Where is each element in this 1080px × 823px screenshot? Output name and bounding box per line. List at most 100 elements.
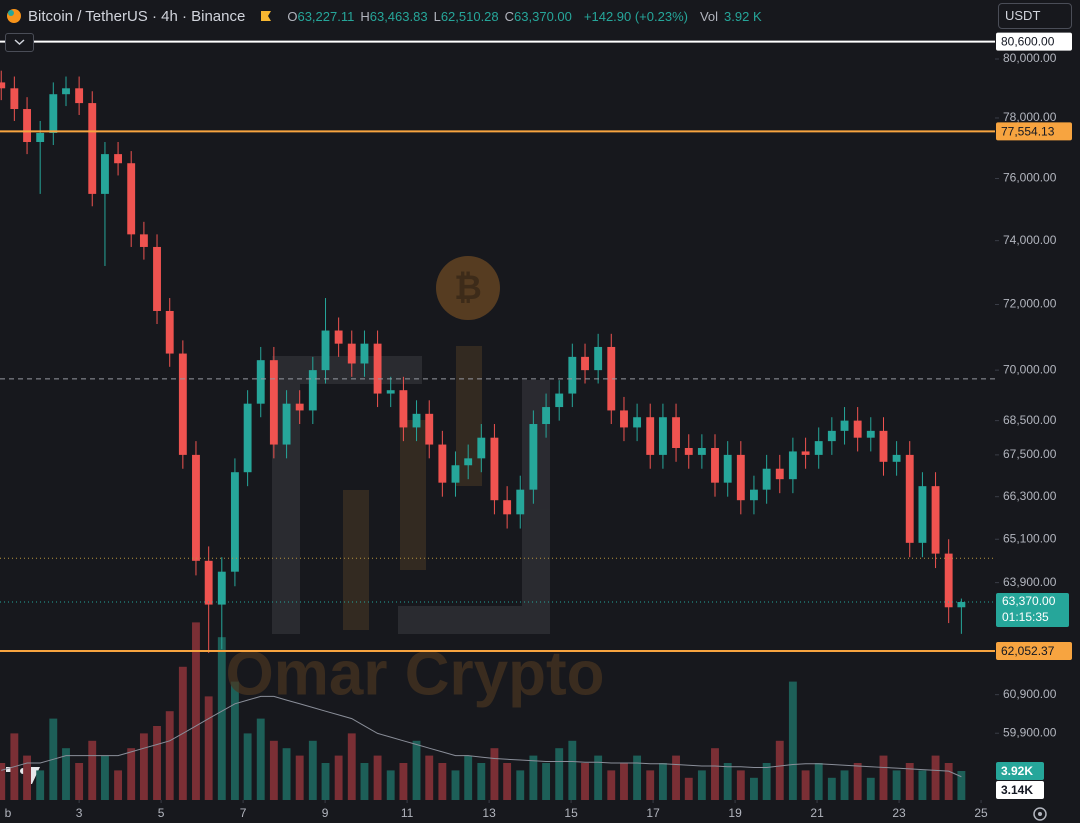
candle-body bbox=[957, 602, 966, 608]
settings-gear[interactable] bbox=[1033, 807, 1047, 821]
candle-body bbox=[633, 417, 642, 428]
volume-bar bbox=[788, 681, 797, 800]
volume-bar bbox=[594, 755, 603, 800]
volume-bar bbox=[464, 755, 473, 800]
volume-bar bbox=[503, 762, 512, 800]
volume-key: Vol bbox=[699, 8, 719, 24]
volume-bar bbox=[243, 733, 252, 800]
volume-bar bbox=[866, 777, 875, 800]
flag-icon[interactable] bbox=[259, 9, 273, 23]
volume-bar bbox=[568, 740, 577, 800]
volume-bar bbox=[931, 755, 940, 800]
volume-bar bbox=[723, 762, 732, 800]
volume-bar bbox=[127, 748, 136, 800]
volume-bar bbox=[736, 770, 745, 800]
symbol-name[interactable]: Bitcoin / TetherUS · 4h · Binance bbox=[28, 7, 246, 25]
candle-body bbox=[295, 403, 304, 411]
y-tick-label: 68,500.00 bbox=[1003, 413, 1057, 427]
x-tick-label: 21 bbox=[810, 806, 824, 820]
x-tick-label: 9 bbox=[322, 806, 329, 820]
candle-body bbox=[347, 343, 356, 364]
candle-body bbox=[165, 310, 174, 354]
volume-bar bbox=[633, 755, 642, 800]
volume-bar bbox=[620, 762, 628, 800]
candle-body bbox=[607, 346, 616, 411]
volume-bar bbox=[516, 770, 525, 800]
volume-bar bbox=[451, 770, 460, 800]
settings-icon[interactable] bbox=[1033, 807, 1047, 821]
volume-bar bbox=[684, 777, 693, 800]
price-tag-label: 77,554.13 bbox=[1001, 125, 1055, 139]
last-price-label: 63,370.00 bbox=[1002, 594, 1056, 608]
volume-bar bbox=[672, 755, 680, 800]
y-tick-label: 67,500.00 bbox=[1003, 447, 1057, 461]
volume-bar bbox=[425, 755, 434, 800]
settings-gear-center bbox=[1038, 812, 1042, 816]
volume-bar bbox=[399, 762, 408, 800]
candle-body bbox=[658, 417, 667, 455]
volume-bar bbox=[658, 762, 667, 800]
volume-bar bbox=[36, 770, 45, 800]
candle-body bbox=[568, 356, 577, 394]
candle-body bbox=[438, 444, 447, 483]
candle-body bbox=[581, 356, 589, 371]
volume-bar bbox=[204, 696, 213, 800]
volume-value: 3.92 K bbox=[724, 8, 762, 24]
candle-body bbox=[256, 360, 265, 404]
candle-body bbox=[153, 246, 161, 311]
volume-bar bbox=[386, 770, 395, 800]
watermark-coin bbox=[436, 256, 500, 320]
candle-body bbox=[879, 430, 888, 462]
price-tag bbox=[996, 122, 1072, 141]
candle-body bbox=[711, 447, 719, 483]
candle-body bbox=[684, 447, 693, 455]
y-tick-label: 78,000.00 bbox=[1003, 110, 1057, 124]
candle-body bbox=[464, 458, 473, 466]
countdown-label: 01:15:35 bbox=[1002, 610, 1049, 624]
candle-body bbox=[840, 420, 849, 431]
x-tick-label: 7 bbox=[240, 806, 247, 820]
flag-shape bbox=[261, 11, 272, 21]
volume-ma-line bbox=[1, 695, 962, 778]
volume-bar bbox=[360, 762, 369, 800]
ohlc-key: C bbox=[504, 8, 515, 24]
volume-bar bbox=[646, 770, 655, 800]
volume-bar bbox=[334, 755, 343, 800]
candle-body bbox=[750, 489, 758, 501]
volume-tag bbox=[996, 761, 1044, 780]
x-tick-label: 5 bbox=[158, 806, 165, 820]
candle-body bbox=[36, 132, 45, 143]
volume-bar bbox=[892, 770, 901, 800]
candle-body bbox=[62, 88, 70, 95]
candle-body bbox=[49, 94, 58, 133]
price-tag-label: 80,600.00 bbox=[1001, 35, 1055, 49]
volume-bar bbox=[711, 748, 719, 800]
watermark-coin-symbol: ₿ bbox=[454, 269, 482, 307]
candle-body bbox=[75, 88, 84, 104]
candle-body bbox=[918, 486, 927, 543]
y-tick-label: 60,900.00 bbox=[1003, 687, 1057, 701]
volume-bar bbox=[295, 755, 304, 800]
volume-bar bbox=[905, 762, 914, 800]
volume-bar bbox=[814, 762, 823, 800]
candle-body bbox=[853, 420, 862, 438]
candle-body bbox=[490, 437, 499, 501]
chevron bbox=[14, 39, 25, 46]
candle-body bbox=[0, 82, 6, 89]
candle-body bbox=[10, 88, 19, 110]
volume-bar bbox=[88, 740, 97, 800]
x-tick-label: 25 bbox=[974, 806, 988, 820]
volume-bar bbox=[607, 770, 616, 800]
currency-selector[interactable]: USDT bbox=[998, 3, 1072, 29]
candle-body bbox=[814, 441, 823, 455]
candle-body bbox=[892, 454, 901, 462]
legend-toggle[interactable] bbox=[5, 33, 34, 52]
watermark-shape bbox=[398, 606, 550, 634]
candle-body bbox=[399, 390, 408, 428]
volume-bar bbox=[282, 748, 291, 800]
candle-body bbox=[23, 109, 31, 143]
volume-bar bbox=[879, 755, 888, 800]
watermark-shape bbox=[343, 490, 369, 630]
ohlc-key: H bbox=[360, 8, 370, 24]
